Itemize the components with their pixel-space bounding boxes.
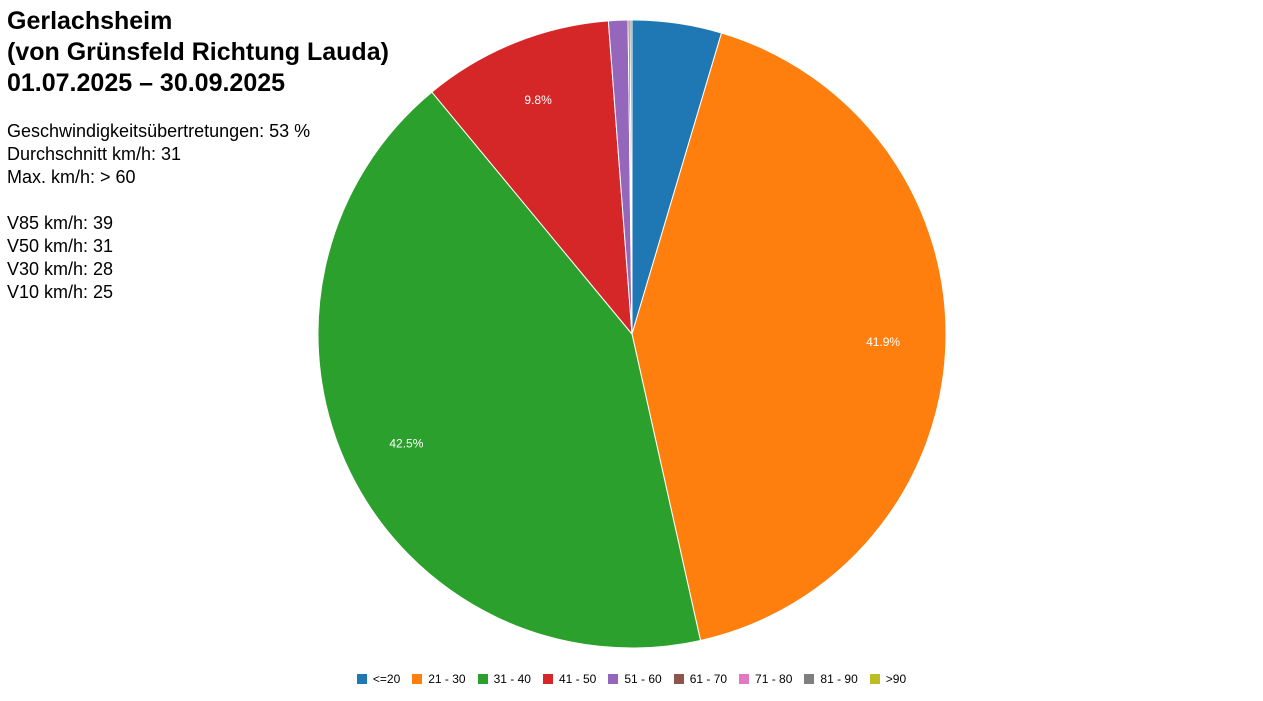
chart-legend: <=20 21 - 30 31 - 40 41 - 50 51 - 60 61 - 70 7… [0, 672, 1263, 686]
legend-item: 21 - 30 [412, 672, 466, 686]
statistics-panel: Geschwindigkeitsübertretungen: 53 % Durc… [7, 120, 310, 304]
legend-label: 21 - 30 [428, 672, 466, 686]
stat-v85: V85 km/h: 39 [7, 213, 114, 233]
title-date-range: 01.07.2025 – 30.09.2025 [7, 69, 286, 97]
title-direction: (von Grünsfeld Richtung Lauda) [7, 38, 389, 66]
slice-data-label: 42.5% [389, 437, 423, 451]
legend-item: 31 - 40 [477, 672, 531, 686]
legend-swatch [673, 674, 684, 684]
legend-label: 31 - 40 [493, 672, 531, 686]
stat-average-speed: Durchschnitt km/h: 31 [7, 144, 182, 164]
legend-swatch [869, 674, 880, 684]
legend-item: >90 [869, 672, 907, 686]
chart-title: Gerlachsheim (von Grünsfeld Richtung Lau… [7, 6, 389, 99]
legend-label: 81 - 90 [820, 672, 858, 686]
legend-item: 81 - 90 [804, 672, 858, 686]
legend-label: <=20 [372, 672, 401, 686]
legend-swatch [804, 674, 815, 684]
pie-slice-21-30 [631, 32, 947, 642]
legend-item: 41 - 50 [542, 672, 597, 686]
legend-swatch [356, 674, 367, 684]
slice-data-label: 41.9% [866, 335, 900, 349]
legend-swatch [412, 674, 423, 684]
legend-swatch [542, 674, 553, 684]
slice-data-label: 9.8% [524, 93, 552, 107]
legend-swatch [739, 674, 750, 684]
legend-label: 41 - 50 [558, 672, 597, 686]
legend-label: 71 - 80 [755, 672, 793, 686]
legend-item: 51 - 60 [608, 672, 662, 686]
legend-swatch [477, 674, 488, 684]
legend-label: 51 - 60 [624, 672, 662, 686]
legend-label: 61 - 70 [689, 672, 728, 686]
pie-slice-81-90 [629, 19, 633, 335]
legend-swatch [608, 674, 619, 684]
legend-item: 71 - 80 [739, 672, 792, 686]
legend-label: >90 [885, 672, 907, 686]
stat-v30: V30 km/h: 28 [7, 259, 114, 279]
stat-v50: V50 km/h: 31 [7, 236, 114, 256]
stat-speeding-percentage: Geschwindigkeitsübertretungen: 53 % [7, 121, 311, 141]
pie-slice-41-50 [431, 20, 633, 336]
legend-item: 61 - 70 [673, 672, 728, 686]
title-location: Gerlachsheim [7, 7, 173, 35]
legend-item: <=20 [356, 672, 401, 686]
stat-max-speed: Max. km/h: > 60 [7, 167, 136, 187]
pie-slice-31-40 [317, 91, 702, 649]
stat-v10: V10 km/h: 25 [7, 282, 114, 302]
